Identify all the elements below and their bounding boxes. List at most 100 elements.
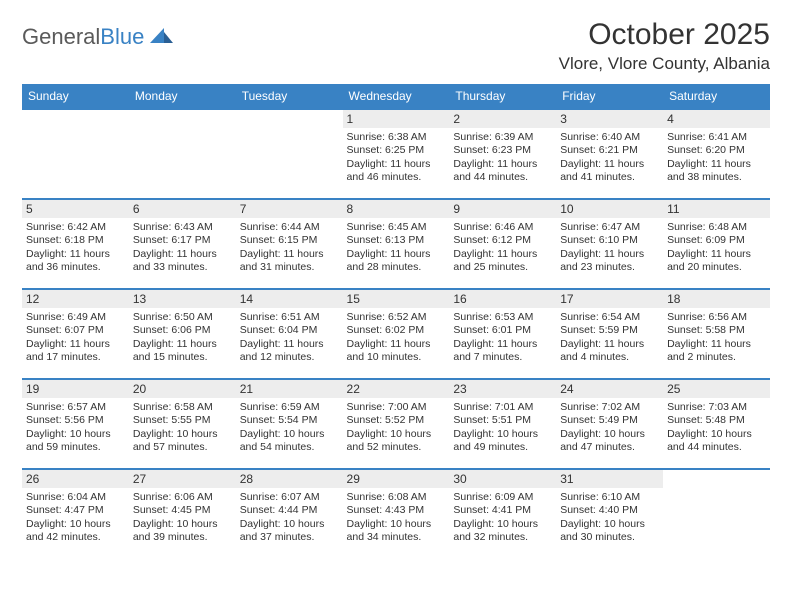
sunrise-text: Sunrise: 6:47 AM [560,221,659,234]
daylight-text: Daylight: 10 hours and 44 minutes. [667,428,766,455]
day-number: 15 [343,290,450,308]
day-data: Sunrise: 6:48 AMSunset: 6:09 PMDaylight:… [667,221,766,275]
sunset-text: Sunset: 5:58 PM [667,324,766,337]
sunrise-text: Sunrise: 7:00 AM [347,401,446,414]
day-number: 20 [129,380,236,398]
logo-text: GeneralBlue [22,24,144,50]
day-cell: 20Sunrise: 6:58 AMSunset: 5:55 PMDayligh… [129,379,236,469]
sunset-text: Sunset: 6:06 PM [133,324,232,337]
day-cell: 19Sunrise: 6:57 AMSunset: 5:56 PMDayligh… [22,379,129,469]
day-cell: 24Sunrise: 7:02 AMSunset: 5:49 PMDayligh… [556,379,663,469]
day-data: Sunrise: 6:59 AMSunset: 5:54 PMDaylight:… [240,401,339,455]
day-data: Sunrise: 6:40 AMSunset: 6:21 PMDaylight:… [560,131,659,185]
day-number: 28 [236,470,343,488]
sunset-text: Sunset: 6:07 PM [26,324,125,337]
sunrise-text: Sunrise: 6:39 AM [453,131,552,144]
day-cell: 12Sunrise: 6:49 AMSunset: 6:07 PMDayligh… [22,289,129,379]
sunset-text: Sunset: 6:20 PM [667,144,766,157]
daylight-text: Daylight: 10 hours and 37 minutes. [240,518,339,545]
day-header: Tuesday [236,84,343,109]
day-number: 25 [663,380,770,398]
header: GeneralBlue October 2025 Vlore, Vlore Co… [22,18,770,74]
day-header: Monday [129,84,236,109]
week-row: 1Sunrise: 6:38 AMSunset: 6:25 PMDaylight… [22,109,770,199]
sunrise-text: Sunrise: 6:06 AM [133,491,232,504]
day-cell: 22Sunrise: 7:00 AMSunset: 5:52 PMDayligh… [343,379,450,469]
week-row: 12Sunrise: 6:49 AMSunset: 6:07 PMDayligh… [22,289,770,379]
day-cell: 27Sunrise: 6:06 AMSunset: 4:45 PMDayligh… [129,469,236,559]
sunset-text: Sunset: 6:12 PM [453,234,552,247]
sunset-text: Sunset: 5:52 PM [347,414,446,427]
day-cell: 18 Sunrise: 6:56 AMSunset: 5:58 PMDayligh… [663,289,770,379]
day-data: Sunrise: 6:47 AMSunset: 6:10 PMDaylight:… [560,221,659,275]
day-number: 18 [663,290,770,308]
daylight-text: Daylight: 10 hours and 30 minutes. [560,518,659,545]
day-cell: 4Sunrise: 6:41 AMSunset: 6:20 PMDaylight… [663,109,770,199]
day-data: Sunrise: 6:39 AMSunset: 6:23 PMDaylight:… [453,131,552,185]
day-number: 3 [556,110,663,128]
day-number: 23 [449,380,556,398]
day-data: Sunrise: 6:07 AMSunset: 4:44 PMDaylight:… [240,491,339,545]
day-data: Sunrise: 6:08 AMSunset: 4:43 PMDaylight:… [347,491,446,545]
daylight-text: Daylight: 10 hours and 32 minutes. [453,518,552,545]
day-data: Sunrise: 7:01 AMSunset: 5:51 PMDaylight:… [453,401,552,455]
daylight-text: Daylight: 10 hours and 57 minutes. [133,428,232,455]
daylight-text: Daylight: 11 hours and 25 minutes. [453,248,552,275]
day-cell: 26Sunrise: 6:04 AMSunset: 4:47 PMDayligh… [22,469,129,559]
day-data: Sunrise: 6:09 AMSunset: 4:41 PMDaylight:… [453,491,552,545]
sunrise-text: Sunrise: 6:42 AM [26,221,125,234]
day-number: 29 [343,470,450,488]
sunset-text: Sunset: 5:54 PM [240,414,339,427]
sunrise-text: Sunrise: 6:44 AM [240,221,339,234]
day-number: 27 [129,470,236,488]
sunset-text: Sunset: 6:23 PM [453,144,552,157]
sunset-text: Sunset: 4:45 PM [133,504,232,517]
daylight-text: Daylight: 10 hours and 59 minutes. [26,428,125,455]
sunset-text: Sunset: 6:18 PM [26,234,125,247]
day-data: Sunrise: 7:03 AMSunset: 5:48 PMDaylight:… [667,401,766,455]
day-header-row: Sunday Monday Tuesday Wednesday Thursday… [22,84,770,109]
day-cell: 30Sunrise: 6:09 AMSunset: 4:41 PMDayligh… [449,469,556,559]
logo-part2: Blue [100,24,144,49]
day-cell: 9Sunrise: 6:46 AMSunset: 6:12 PMDaylight… [449,199,556,289]
sunset-text: Sunset: 4:41 PM [453,504,552,517]
sunrise-text: Sunrise: 6:43 AM [133,221,232,234]
day-data: Sunrise: 6:49 AMSunset: 6:07 PMDaylight:… [26,311,125,365]
sunset-text: Sunset: 5:56 PM [26,414,125,427]
day-data: Sunrise: 6:54 AMSunset: 5:59 PMDaylight:… [560,311,659,365]
day-cell: 29 Sunrise: 6:08 AMSunset: 4:43 PMDayligh… [343,469,450,559]
day-data: Sunrise: 6:50 AMSunset: 6:06 PMDaylight:… [133,311,232,365]
daylight-text: Daylight: 11 hours and 23 minutes. [560,248,659,275]
day-cell [22,109,129,199]
sunrise-text: Sunrise: 6:46 AM [453,221,552,234]
daylight-text: Daylight: 11 hours and 12 minutes. [240,338,339,365]
daylight-text: Daylight: 11 hours and 44 minutes. [453,158,552,185]
day-cell: 23 Sunrise: 7:01 AMSunset: 5:51 PMDayligh… [449,379,556,469]
daylight-text: Daylight: 11 hours and 2 minutes. [667,338,766,365]
day-data: Sunrise: 6:10 AMSunset: 4:40 PMDaylight:… [560,491,659,545]
sunrise-text: Sunrise: 6:51 AM [240,311,339,324]
day-cell [236,109,343,199]
day-data: Sunrise: 6:42 AMSunset: 6:18 PMDaylight:… [26,221,125,275]
daylight-text: Daylight: 11 hours and 7 minutes. [453,338,552,365]
day-number: 10 [556,200,663,218]
sunset-text: Sunset: 6:10 PM [560,234,659,247]
day-number: 2 [449,110,556,128]
day-number: 6 [129,200,236,218]
day-cell: 7Sunrise: 6:44 AMSunset: 6:15 PMDaylight… [236,199,343,289]
sunrise-text: Sunrise: 7:03 AM [667,401,766,414]
daylight-text: Daylight: 11 hours and 36 minutes. [26,248,125,275]
day-number: 16 [449,290,556,308]
day-cell: 1Sunrise: 6:38 AMSunset: 6:25 PMDaylight… [343,109,450,199]
daylight-text: Daylight: 10 hours and 47 minutes. [560,428,659,455]
day-number: 4 [663,110,770,128]
day-number: 14 [236,290,343,308]
sunset-text: Sunset: 5:51 PM [453,414,552,427]
logo: GeneralBlue [22,18,174,50]
day-cell: 6Sunrise: 6:43 AMSunset: 6:17 PMDaylight… [129,199,236,289]
sunrise-text: Sunrise: 6:56 AM [667,311,766,324]
sunrise-text: Sunrise: 6:40 AM [560,131,659,144]
daylight-text: Daylight: 11 hours and 17 minutes. [26,338,125,365]
day-cell: 17Sunrise: 6:54 AMSunset: 5:59 PMDayligh… [556,289,663,379]
title-block: October 2025 Vlore, Vlore County, Albani… [559,18,770,74]
